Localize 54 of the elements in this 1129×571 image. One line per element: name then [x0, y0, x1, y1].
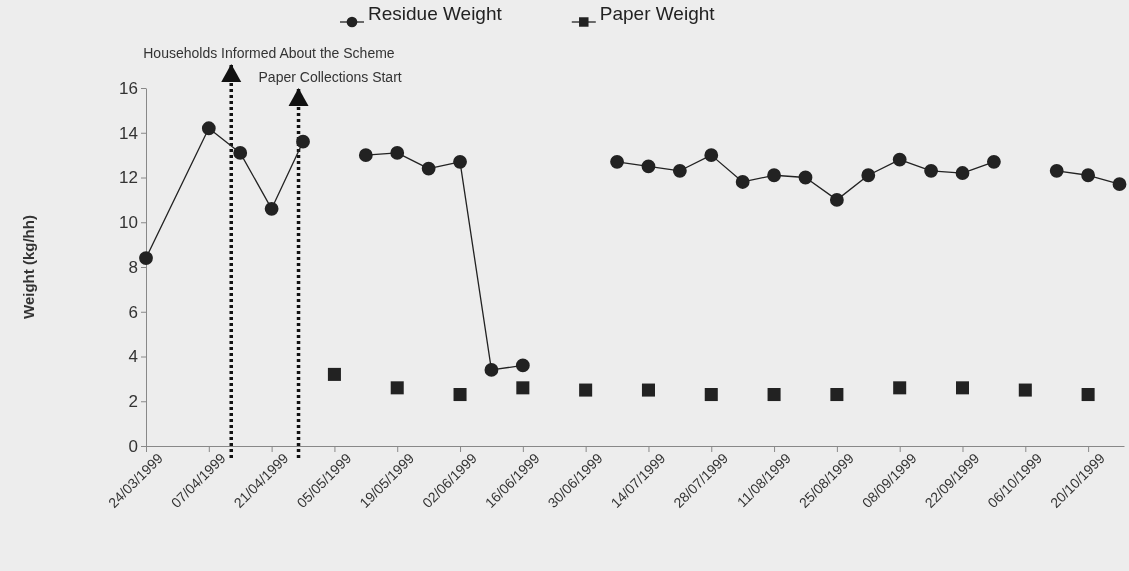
point [516, 381, 530, 395]
point [327, 367, 341, 381]
point [924, 163, 938, 178]
point [358, 148, 373, 163]
point [453, 154, 467, 169]
point [641, 159, 656, 174]
y-tick-label: 12 [119, 168, 138, 188]
point [484, 363, 499, 377]
point [1018, 383, 1032, 397]
point [453, 388, 467, 402]
y-tick-label: 0 [128, 436, 138, 456]
point [735, 175, 750, 189]
y-tick-label: 2 [128, 392, 138, 412]
y-tick-label: 4 [128, 347, 138, 367]
point [830, 388, 844, 402]
ref-line-label: Paper Collections Start [258, 69, 402, 85]
point [1081, 388, 1095, 402]
point [201, 121, 216, 136]
point [986, 154, 1001, 169]
point [892, 152, 907, 167]
y-tick-label: 10 [119, 213, 138, 233]
point [672, 163, 687, 178]
y-tick-label: 8 [128, 257, 138, 277]
point [641, 383, 655, 397]
point [893, 381, 907, 395]
point [767, 388, 781, 402]
point [1112, 177, 1127, 192]
point [829, 192, 844, 207]
point [798, 170, 813, 185]
ref-line-label: Households Informed About the Scheme [143, 45, 395, 61]
point [390, 381, 404, 395]
point [390, 145, 405, 160]
point [296, 134, 310, 149]
y-tick-label: 6 [128, 302, 138, 322]
y-axis-title: Weight (kg/hh) [20, 215, 37, 319]
point [704, 388, 718, 402]
y-tick-label: 16 [119, 78, 138, 98]
point [421, 161, 436, 176]
point [233, 145, 248, 160]
point [1081, 168, 1096, 183]
point [861, 168, 876, 183]
point [515, 358, 530, 373]
legend-label: Paper Weight [599, 3, 716, 24]
point [955, 381, 970, 395]
y-tick-label: 14 [119, 123, 138, 143]
point [610, 154, 624, 169]
point [704, 148, 719, 163]
legend-label: Residue Weight [368, 3, 503, 24]
point [579, 383, 593, 397]
point [139, 251, 153, 265]
point [264, 201, 279, 216]
point [767, 168, 781, 183]
point [1049, 163, 1064, 178]
point [955, 166, 970, 180]
